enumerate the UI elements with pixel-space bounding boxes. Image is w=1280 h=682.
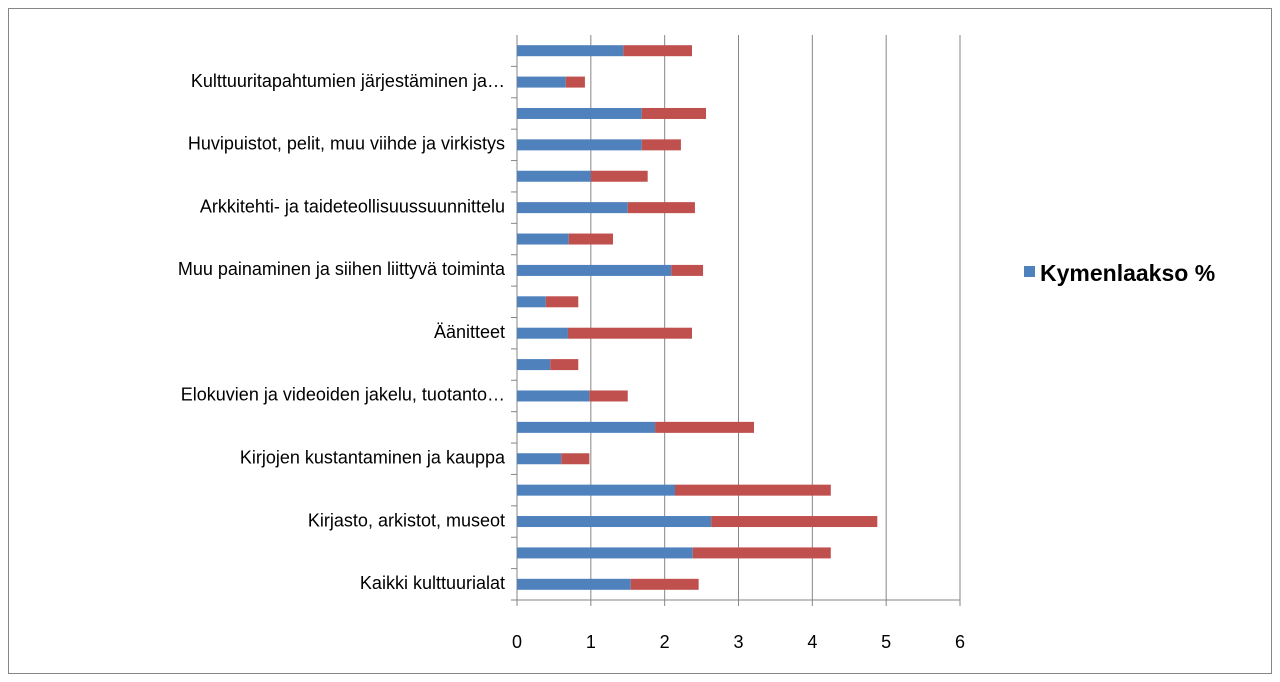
y-tick-label: Arkkitehti- ja taideteollisuussuunnittel…: [200, 196, 505, 216]
bar-segment: [692, 547, 831, 559]
x-tick-label: 2: [660, 632, 670, 652]
bar-segment: [517, 359, 551, 371]
bar-segment: [517, 45, 624, 57]
bar-segment: [630, 578, 699, 590]
y-tick-label: Äänitteet: [434, 322, 505, 342]
y-tick-label: Kirjasto, arkistot, museot: [308, 510, 505, 530]
bar-segment: [517, 170, 591, 182]
bar-segment: [589, 390, 628, 402]
bar-segment: [623, 45, 692, 57]
bar-segment: [517, 547, 693, 559]
bar-segment: [517, 139, 642, 151]
bar-segment: [568, 233, 613, 245]
y-tick-label: Muu painaminen ja siihen liittyvä toimin…: [178, 259, 506, 279]
legend-swatch: [1024, 266, 1035, 277]
bar-segment: [567, 327, 692, 339]
y-tick-label: Huvipuistot, pelit, muu viihde ja virkis…: [188, 134, 505, 154]
legend: Kymenlaakso %: [1024, 258, 1224, 288]
bar-segment: [517, 453, 562, 465]
bar-segment: [517, 578, 631, 590]
bar-segment: [517, 107, 642, 119]
bar-segment: [517, 264, 672, 276]
bar-segment: [590, 170, 648, 182]
bar-segment: [641, 139, 681, 151]
bar-segment: [675, 484, 831, 496]
chart-border: [8, 8, 1272, 674]
x-tick-label: 3: [733, 632, 743, 652]
bar-segment: [517, 327, 568, 339]
bar-segment: [655, 421, 755, 433]
bar-segment: [711, 516, 878, 528]
bar-segment: [627, 202, 695, 214]
bar-segment: [565, 76, 585, 88]
bar-segment: [517, 202, 628, 214]
bar-segment: [550, 359, 579, 371]
x-tick-label: 5: [881, 632, 891, 652]
legend-label: Kymenlaakso %: [1040, 260, 1216, 286]
bar-segment: [517, 421, 656, 433]
bar-segment: [517, 390, 590, 402]
x-tick-label: 6: [955, 632, 965, 652]
bar-segment: [517, 76, 566, 88]
bar-segment: [517, 296, 546, 308]
y-tick-label: Kirjojen kustantaminen ja kauppa: [240, 448, 506, 468]
x-tick-label: 1: [586, 632, 596, 652]
x-tick-label: 4: [807, 632, 817, 652]
x-tick-label: 0: [512, 632, 522, 652]
bar-segment: [641, 107, 707, 119]
bar-segment: [517, 484, 676, 496]
bar-segment: [671, 264, 704, 276]
bar-segment: [545, 296, 579, 308]
bar-segment: [561, 453, 590, 465]
y-tick-label: Kulttuuritapahtumien järjestäminen ja…: [191, 71, 505, 91]
bar-segment: [517, 233, 569, 245]
bar-segment: [517, 516, 712, 528]
y-tick-label: Kaikki kulttuurialat: [360, 573, 505, 593]
y-tick-label: Elokuvien ja videoiden jakelu, tuotanto…: [181, 385, 505, 405]
